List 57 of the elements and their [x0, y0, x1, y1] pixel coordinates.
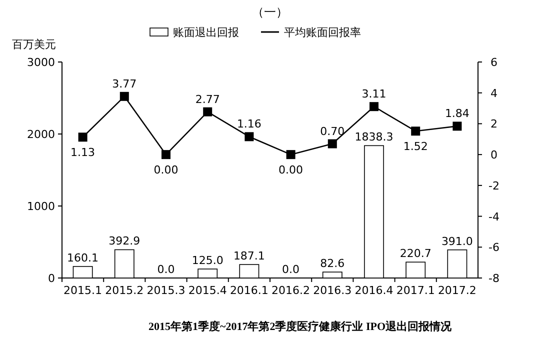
data-label: 160.1	[67, 251, 99, 264]
point	[286, 150, 296, 160]
point	[162, 150, 170, 160]
data-label: 0.00	[154, 164, 178, 177]
y2-tick-label: -4	[488, 210, 500, 224]
y-tick-label: 2000	[27, 128, 55, 141]
chart-title: （一）	[252, 5, 288, 19]
data-label: 0.0	[157, 263, 175, 276]
y2-tick-label: -2	[488, 179, 500, 192]
y2-tick-label: -6	[488, 241, 500, 254]
data-label: 1.84	[444, 107, 470, 120]
data-label: 3.11	[362, 88, 386, 101]
x-tick-label: 2016.2	[272, 284, 310, 297]
x-tick-label: 2017.1	[396, 284, 435, 297]
x-tick-label: 2015.2	[105, 284, 144, 297]
point	[370, 102, 378, 112]
y-axis-title: 百万美元	[12, 38, 56, 51]
point	[411, 126, 420, 136]
data-label: 82.6	[320, 257, 345, 270]
y2-tick-label: 4	[490, 86, 498, 100]
data-label: 0.00	[278, 164, 304, 177]
point	[203, 107, 212, 116]
point	[328, 139, 337, 148]
data-label: 0.70	[320, 124, 345, 138]
x-tick-label: 2016.4	[354, 284, 394, 297]
data-label: 392.9	[108, 234, 140, 248]
x-tick-label: 2016.3	[313, 284, 352, 297]
x-tick-label: 2017.2	[438, 284, 476, 297]
data-label: 2.77	[195, 92, 220, 106]
data-label: 1.16	[236, 118, 262, 131]
data-label: 1.13	[70, 146, 96, 160]
y-tick-label: 0	[48, 272, 55, 285]
point	[452, 122, 462, 131]
data-label: 1838.3	[354, 130, 394, 144]
point	[78, 132, 88, 142]
y2-tick-label: 0	[490, 148, 498, 162]
data-label: 1.52	[403, 140, 428, 154]
x-tick-label: 2015.4	[188, 284, 227, 297]
y2-tick-label: 6	[490, 56, 498, 69]
y2-tick-label: 2	[490, 118, 498, 131]
legend-label: 平均账面回报率	[284, 26, 361, 39]
data-label: 3.77	[112, 77, 137, 90]
x-tick-label: 2015.3	[146, 284, 186, 297]
y-tick-label: 3000	[27, 56, 55, 69]
data-label: 220.7	[400, 247, 432, 260]
legend-label: 账面退出回报	[173, 26, 239, 39]
data-label: 125.0	[192, 254, 224, 267]
point	[244, 132, 254, 142]
y-tick-label: 1000	[27, 200, 55, 213]
y2-tick-label: -8	[488, 272, 500, 285]
data-label: 391.0	[441, 234, 473, 248]
data-label: 0.0	[282, 263, 300, 276]
point	[120, 92, 129, 101]
text: 2015年第1季度~2017年第2季度医疗健康行业 IPO退出回报情况	[148, 320, 453, 333]
x-tick-label: 2015.1	[64, 284, 102, 297]
data-label: 187.1	[233, 250, 265, 263]
x-tick-label: 2016.1	[230, 284, 268, 297]
